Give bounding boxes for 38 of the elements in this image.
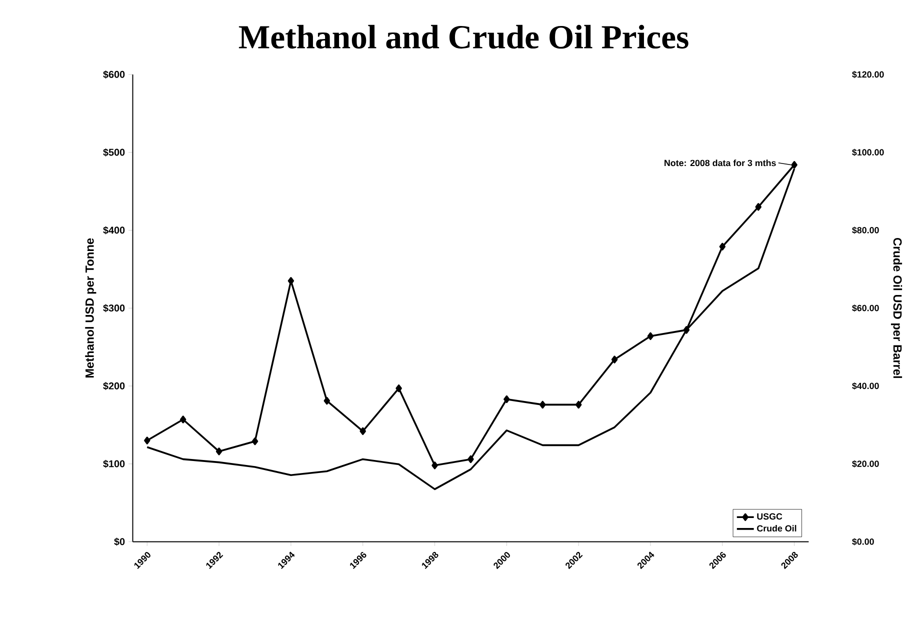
y-tick-label: $600 (103, 70, 125, 78)
y2-axis-title: Crude Oil USD per Barrel (890, 238, 902, 378)
y-tick-label: $500 (103, 148, 125, 156)
legend-label: Crude Oil (757, 524, 796, 532)
point (324, 396, 330, 405)
point (719, 242, 726, 250)
point (252, 437, 258, 446)
point (468, 455, 474, 463)
point (540, 400, 546, 408)
y-tick-label: $400 (103, 226, 125, 234)
point (144, 436, 150, 444)
chart-title: Methanol and Crude Oil Prices (238, 24, 688, 49)
y2-tick-label: $60.00 (852, 304, 879, 312)
point (791, 160, 798, 169)
y-tick-label: $100 (103, 460, 125, 468)
point (396, 384, 402, 392)
y2-tick-label: $20.00 (852, 460, 879, 468)
y2-tick-label: $0.00 (852, 538, 874, 546)
legend-label: USGC (757, 513, 782, 520)
point (755, 202, 762, 211)
point (288, 276, 294, 285)
y-axis-title: Methanol USD per Tonne (85, 238, 96, 378)
y-tick-label: $200 (103, 382, 125, 390)
point (432, 461, 438, 470)
annotation: Note: 2008 data for 3 mths (664, 160, 776, 166)
y-tick-label: $0 (114, 538, 125, 546)
point (216, 447, 222, 456)
point (575, 400, 582, 408)
point (647, 332, 654, 340)
point (180, 416, 186, 424)
y2-tick-label: $40.00 (852, 382, 879, 390)
y2-tick-label: $120.00 (852, 70, 884, 78)
y-tick-label: $300 (103, 304, 125, 312)
y2-tick-label: $80.00 (852, 226, 879, 234)
point (360, 427, 366, 435)
y2-tick-label: $100.00 (852, 148, 884, 156)
point (504, 395, 510, 404)
point (611, 356, 618, 364)
